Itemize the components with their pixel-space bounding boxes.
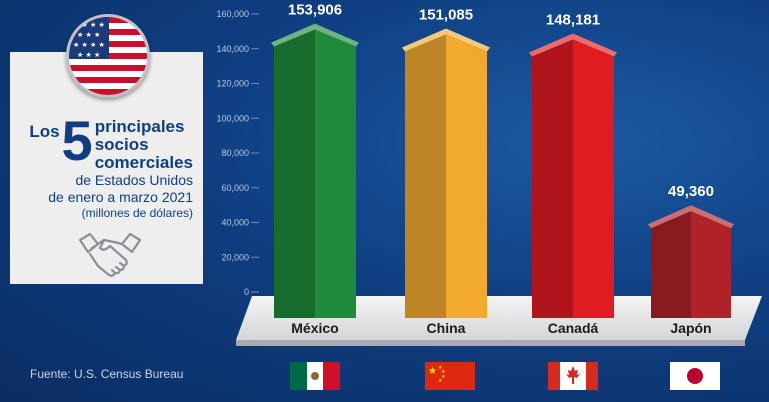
svg-text:★: ★ <box>441 374 446 380</box>
title-line1: principales <box>94 117 185 136</box>
bar-cap <box>271 23 359 47</box>
bar-3 <box>529 33 617 318</box>
svg-text:★ ★ ★: ★ ★ ★ <box>77 31 100 39</box>
title-line2: socios <box>94 135 149 154</box>
china-flag-icon: ★ ★ ★ ★ ★ <box>425 362 475 390</box>
bar-right-face <box>691 211 731 318</box>
title-line3: comerciales <box>94 153 193 172</box>
title-los: Los <box>29 122 60 141</box>
bar-value-label: 148,181 <box>546 12 600 29</box>
bar-1 <box>271 23 359 319</box>
title-number: 5 <box>61 109 93 172</box>
chart-base-edge <box>236 340 745 346</box>
bar-cap <box>529 33 617 57</box>
source-note: Fuente: U.S. Census Bureau <box>30 367 184 381</box>
y-tick-label: 160,000 <box>216 9 249 19</box>
category-label: Canadá <box>548 320 599 336</box>
chart-title: Los 5 principales socios comerciales de … <box>10 109 203 221</box>
y-tick-label: 80,000 <box>221 148 249 158</box>
bar-value-label: 151,085 <box>419 6 473 23</box>
chart-base-platform <box>236 296 762 340</box>
bar-right-face <box>446 34 487 319</box>
y-tick-label: 0 <box>244 287 249 297</box>
bar-4 <box>648 205 734 318</box>
title-unit: (millones de dólares) <box>81 206 193 220</box>
handshake-icon <box>78 232 142 277</box>
bar-left-face <box>274 29 315 319</box>
canada-flag-icon <box>548 362 598 390</box>
title-line4: de Estados Unidos <box>75 172 193 188</box>
category-label: México <box>291 320 338 336</box>
bar-value-label: 49,360 <box>668 183 714 200</box>
japan-flag-icon <box>670 362 720 390</box>
bar-cap <box>648 205 734 229</box>
y-tick-label: 140,000 <box>216 44 249 54</box>
bar-cap <box>402 28 490 52</box>
svg-text:★: ★ <box>428 366 437 377</box>
bar-2 <box>402 28 490 319</box>
y-tick-label: 100,000 <box>216 113 249 123</box>
svg-text:★: ★ <box>438 378 443 384</box>
svg-text:★ ★ ★ ★: ★ ★ ★ ★ <box>73 21 105 29</box>
svg-text:★: ★ <box>441 369 446 375</box>
bar-right-face <box>315 29 356 319</box>
mexico-flag-icon <box>290 362 340 390</box>
y-tick-label: 60,000 <box>221 183 249 193</box>
bar-left-face <box>532 39 573 318</box>
svg-text:★: ★ <box>438 365 443 371</box>
bar-left-face <box>651 211 691 318</box>
title-line5: de enero a marzo 2021 <box>48 189 193 205</box>
y-tick-label: 20,000 <box>221 252 249 262</box>
bar-value-label: 153,906 <box>288 2 342 19</box>
svg-text:★ ★ ★ ★: ★ ★ ★ ★ <box>73 41 105 49</box>
category-label: China <box>427 320 466 336</box>
svg-text:★ ★ ★: ★ ★ ★ <box>77 51 100 59</box>
y-tick-label: 40,000 <box>221 218 249 228</box>
us-flag-icon: ★ ★ ★ ★ ★ ★ ★ ★ ★ ★ ★ ★ ★ ★ <box>66 14 150 98</box>
bar-left-face <box>405 34 446 319</box>
category-label: Japón <box>670 320 711 336</box>
y-tick-label: 120,000 <box>216 79 249 89</box>
bar-right-face <box>573 39 614 318</box>
